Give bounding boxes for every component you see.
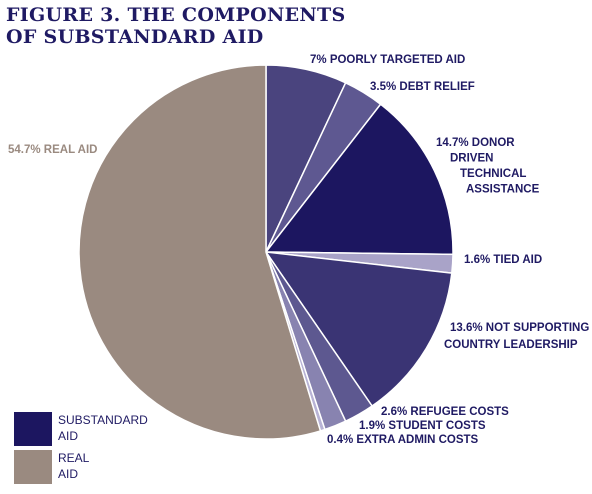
chart-title-line-2: OF SUBSTANDARD AID	[6, 26, 264, 48]
legend-swatch-substandard	[14, 412, 52, 446]
pie-slice	[265, 251, 453, 407]
legend-swatch-real	[14, 450, 52, 484]
slice-label: 14.7% DONOR DRIVEN TECHNICAL ASSISTANCE	[436, 137, 540, 196]
slice-label: 7% POORLY TARGETED AID	[310, 54, 465, 66]
slice-label: 3.5% DEBT RELIEF	[370, 81, 475, 93]
slice-label: 0.4% EXTRA ADMIN COSTS	[327, 434, 479, 446]
legend-label-substandard: SUBSTANDARD AID	[58, 413, 148, 443]
slice-label: 54.7% REAL AID	[8, 144, 97, 156]
chart-title: FIGURE 3. THE COMPONENTS OF SUBSTANDARD …	[6, 4, 346, 48]
chart-title-line-1: FIGURE 3. THE COMPONENTS	[6, 4, 346, 26]
slice-label: 1.6% TIED AID	[464, 254, 542, 266]
legend-label-real: REAL AID	[58, 451, 90, 481]
slice-label: 1.9% STUDENT COSTS	[359, 420, 486, 432]
pie-slice	[78, 64, 322, 440]
slice-label: 13.6% NOT SUPPORTING COUNTRY LEADERSHIP	[444, 322, 589, 351]
pie-slice	[265, 103, 454, 256]
slice-label: 2.6% REFUGEE COSTS	[381, 406, 509, 418]
